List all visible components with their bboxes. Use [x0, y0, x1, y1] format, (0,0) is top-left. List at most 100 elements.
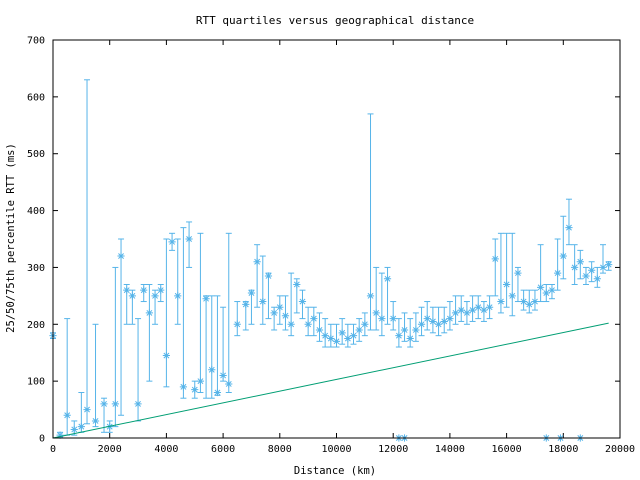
median-point	[372, 309, 380, 317]
median-point	[168, 238, 176, 246]
median-point	[400, 326, 409, 334]
median-point	[457, 306, 465, 314]
median-point	[219, 371, 227, 380]
median-point	[514, 269, 522, 277]
axis-ticks: 0 2000 4000 6000 8000 10000 12000 14000 16000 180…	[27, 36, 635, 456]
y-tick-label: 100	[27, 377, 45, 388]
x-tick-label: 4000	[154, 444, 178, 455]
median-point	[145, 309, 153, 317]
x-tick-label: 14000	[435, 444, 465, 455]
plot-frame	[52, 39, 621, 439]
x-tick-label: 0	[50, 444, 56, 455]
x-tick-label: 20000	[605, 444, 635, 455]
median-point	[463, 309, 471, 317]
median-point	[134, 400, 142, 408]
median-point	[537, 283, 545, 291]
median-point	[253, 258, 261, 266]
median-point	[140, 286, 148, 294]
median-point	[383, 275, 392, 283]
median-point	[349, 332, 358, 340]
x-tick-label: 18000	[548, 444, 578, 455]
median-point	[440, 317, 448, 326]
median-point	[157, 286, 165, 294]
median-point	[56, 431, 64, 439]
median-point	[593, 275, 601, 283]
median-point	[559, 252, 567, 260]
median-point	[270, 309, 278, 317]
median-point	[446, 315, 454, 323]
median-point	[508, 292, 516, 300]
median-point	[395, 332, 403, 340]
median-point	[179, 383, 188, 391]
y-axis-label: 25/50/75th percentile RTT (ms)	[5, 143, 17, 333]
median-point	[185, 235, 193, 243]
median-point	[191, 386, 199, 394]
median-point	[287, 320, 295, 328]
y-tick-label: 300	[27, 263, 45, 274]
median-point	[247, 289, 256, 297]
median-point	[361, 320, 369, 328]
lower-bound-line	[52, 322, 609, 439]
median-point	[242, 300, 250, 308]
median-point	[520, 297, 528, 306]
median-point	[429, 317, 437, 326]
y-tick-label: 700	[27, 36, 45, 47]
median-point	[423, 315, 431, 323]
x-axis-label: Distance (km)	[294, 465, 376, 477]
median-point	[338, 329, 346, 337]
median-point	[412, 326, 420, 334]
median-point	[233, 320, 241, 328]
median-point	[225, 380, 233, 388]
x-tick-label: 12000	[378, 444, 408, 455]
median-point	[315, 326, 324, 334]
plot-area	[49, 79, 613, 442]
median-point	[202, 295, 210, 303]
median-point	[117, 252, 125, 260]
median-point	[174, 292, 182, 300]
median-point	[344, 334, 352, 343]
y-tick-label: 200	[27, 320, 45, 331]
median-point	[542, 289, 550, 297]
median-point	[327, 334, 335, 343]
median-point	[588, 266, 596, 274]
median-point	[213, 388, 222, 397]
x-tick-label: 16000	[492, 444, 522, 455]
median-point	[83, 405, 91, 414]
median-point	[123, 286, 131, 294]
median-point	[208, 366, 216, 374]
median-point	[310, 315, 318, 323]
median-point	[276, 303, 284, 311]
median-point	[304, 320, 312, 328]
median-point	[605, 260, 613, 269]
median-point	[451, 309, 460, 317]
median-point	[548, 286, 556, 294]
chart-title: RTT quartiles versus geographical distan…	[196, 14, 474, 27]
median-point	[468, 306, 477, 314]
median-point	[531, 297, 539, 306]
median-point	[259, 297, 267, 306]
median-point	[264, 272, 273, 280]
median-point	[151, 292, 159, 300]
y-tick-label: 0	[39, 434, 45, 445]
median-point	[434, 320, 443, 328]
median-point	[485, 303, 494, 311]
x-tick-label: 8000	[268, 444, 292, 455]
median-point	[281, 312, 290, 320]
median-point	[293, 280, 301, 289]
median-point	[525, 300, 533, 308]
median-point	[321, 332, 329, 340]
median-point	[63, 411, 71, 419]
median-point	[70, 425, 78, 434]
median-point	[196, 377, 205, 385]
median-point	[128, 292, 136, 300]
median-point	[417, 320, 426, 328]
median-point	[599, 263, 607, 272]
median-point	[389, 315, 397, 323]
median-point	[111, 400, 119, 408]
median-point	[582, 272, 590, 280]
y-tick-label: 600	[27, 92, 45, 103]
x-tick-label: 6000	[211, 444, 235, 455]
median-point	[355, 326, 363, 334]
